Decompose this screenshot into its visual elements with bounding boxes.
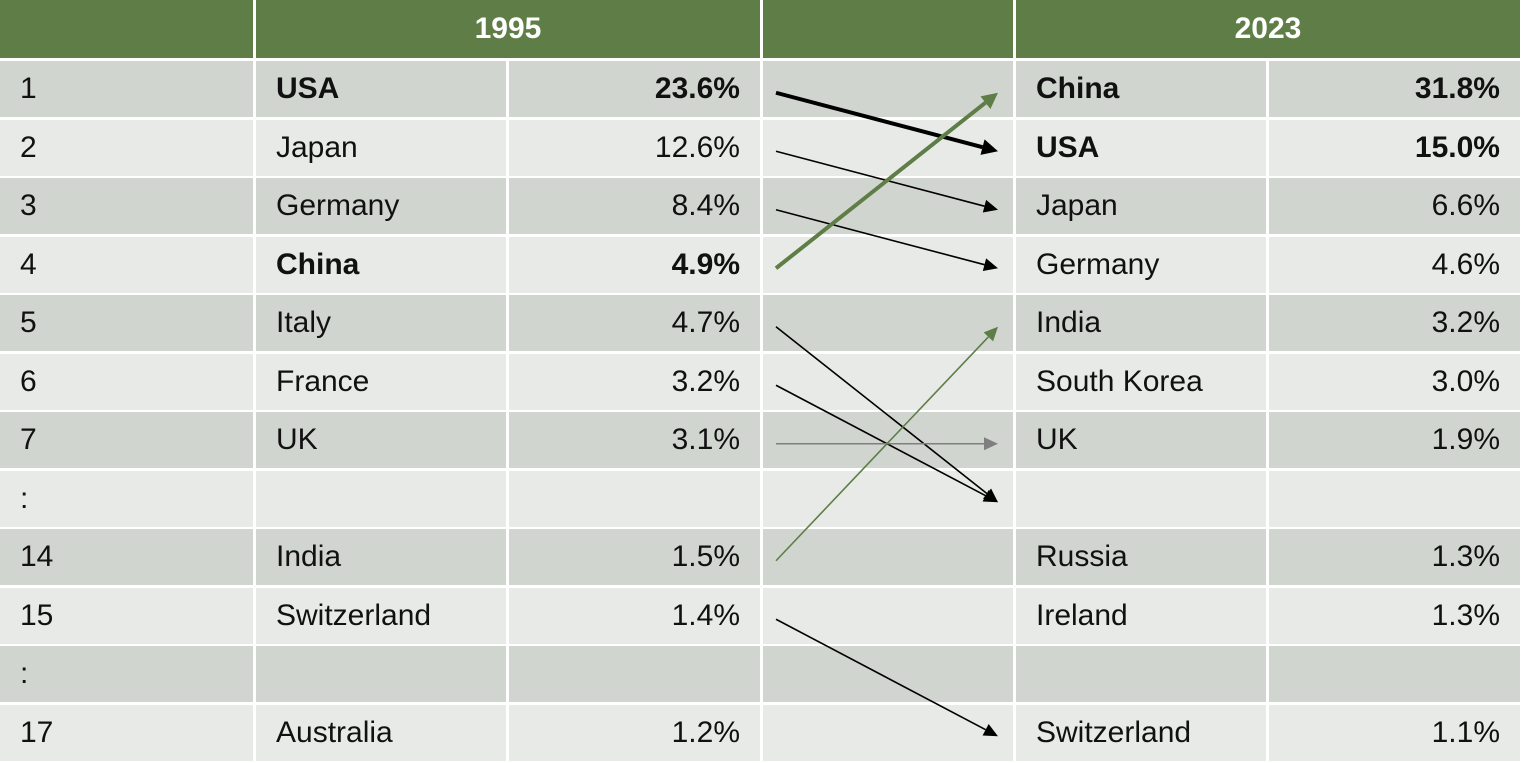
arrowhead-usa (980, 139, 998, 155)
arrowhead-switzerland (982, 723, 998, 737)
arrow-cell (763, 529, 1013, 585)
country-1995: Australia (256, 705, 506, 761)
country-1995: Switzerland (256, 588, 506, 644)
arrowhead-germany (982, 258, 998, 271)
country-1995: India (256, 529, 506, 585)
header-arrow-cell (763, 0, 1013, 58)
country-1995: Japan (256, 120, 506, 176)
arrow-india (775, 336, 989, 562)
arrow-cell (763, 178, 1013, 234)
rank-cell: : (0, 646, 253, 702)
country-2023: USA (1016, 120, 1266, 176)
country-2023 (1016, 471, 1266, 527)
share-2023: 1.1% (1269, 705, 1520, 761)
arrow-cell (763, 295, 1013, 351)
arrow-switzerland (775, 618, 986, 731)
share-1995: 4.7% (509, 295, 760, 351)
arrow-cell (763, 61, 1013, 117)
country-2023: India (1016, 295, 1266, 351)
arrowhead-china (980, 92, 998, 109)
header-2023: 2023 (1016, 0, 1520, 58)
share-2023 (1269, 646, 1520, 702)
share-2023: 3.2% (1269, 295, 1520, 351)
rank-cell: : (0, 471, 253, 527)
country-2023: Japan (1016, 178, 1266, 234)
share-2023: 1.9% (1269, 412, 1520, 468)
rank-cell: 5 (0, 295, 253, 351)
country-2023: Ireland (1016, 588, 1266, 644)
arrow-france (775, 384, 986, 497)
arrow-cell (763, 412, 1013, 468)
share-2023: 1.3% (1269, 529, 1520, 585)
rank-cell: 17 (0, 705, 253, 761)
share-1995: 4.9% (509, 237, 760, 293)
country-1995: France (256, 354, 506, 410)
rank-cell: 7 (0, 412, 253, 468)
rank-cell: 4 (0, 237, 253, 293)
country-1995: UK (256, 412, 506, 468)
arrow-cell (763, 705, 1013, 761)
share-2023: 1.3% (1269, 588, 1520, 644)
country-2023 (1016, 646, 1266, 702)
country-1995: Italy (256, 295, 506, 351)
rank-cell: 1 (0, 61, 253, 117)
share-2023: 15.0% (1269, 120, 1520, 176)
arrowhead-uk (984, 437, 998, 451)
share-1995 (509, 646, 760, 702)
share-1995: 3.1% (509, 412, 760, 468)
country-1995: China (256, 237, 506, 293)
arrow-usa (775, 90, 984, 150)
share-1995: 3.2% (509, 354, 760, 410)
country-1995 (256, 646, 506, 702)
arrow-japan (775, 150, 985, 207)
country-2023: Russia (1016, 529, 1266, 585)
arrow-china (774, 101, 987, 270)
arrow-italy (775, 326, 988, 495)
country-2023: South Korea (1016, 354, 1266, 410)
share-1995: 1.2% (509, 705, 760, 761)
share-2023: 3.0% (1269, 354, 1520, 410)
share-2023 (1269, 471, 1520, 527)
country-2023: Switzerland (1016, 705, 1266, 761)
arrowhead-india (983, 326, 998, 342)
rank-cell: 6 (0, 354, 253, 410)
rank-cell: 14 (0, 529, 253, 585)
rank-cell: 2 (0, 120, 253, 176)
arrow-cell (763, 646, 1013, 702)
share-2023: 4.6% (1269, 237, 1520, 293)
country-2023: China (1016, 61, 1266, 117)
arrow-cell (763, 120, 1013, 176)
share-1995: 12.6% (509, 120, 760, 176)
country-1995 (256, 471, 506, 527)
share-2023: 31.8% (1269, 61, 1520, 117)
header-1995: 1995 (256, 0, 760, 58)
arrow-germany (775, 208, 985, 266)
share-1995: 8.4% (509, 178, 760, 234)
share-2023: 6.6% (1269, 178, 1520, 234)
arrowhead-france (982, 489, 998, 503)
country-1995: USA (256, 61, 506, 117)
arrowhead-japan (982, 199, 998, 213)
share-1995: 1.4% (509, 588, 760, 644)
header-rank-cell (0, 0, 253, 58)
share-1995: 23.6% (509, 61, 760, 117)
rank-cell: 3 (0, 178, 253, 234)
share-1995: 1.5% (509, 529, 760, 585)
country-2023: Germany (1016, 237, 1266, 293)
share-1995 (509, 471, 760, 527)
country-2023: UK (1016, 412, 1266, 468)
country-1995: Germany (256, 178, 506, 234)
rank-cell: 15 (0, 588, 253, 644)
